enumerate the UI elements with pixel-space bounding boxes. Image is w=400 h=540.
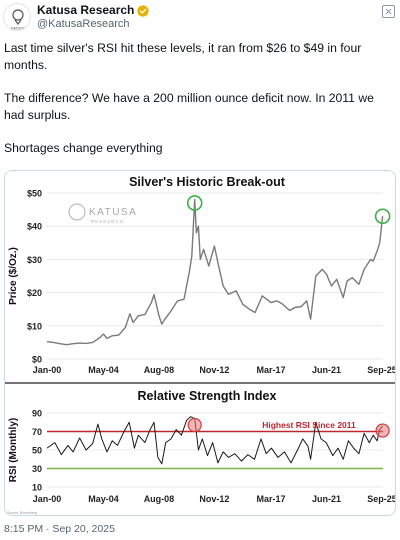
rsi-peak-circle: [375, 423, 390, 438]
svg-text:KATUSA: KATUSA: [11, 27, 26, 31]
rsi-annotation-text: Highest RSI Since 2011: [262, 420, 356, 430]
rsi-chart-title: Relative Strength Index: [138, 389, 277, 403]
price-ytick-label: $0: [32, 355, 42, 365]
rsi-xtick-label: May-04: [88, 494, 119, 504]
post-text: Last time silver's RSI hit these levels,…: [4, 40, 396, 173]
rsi-ytick-label: 10: [32, 483, 42, 493]
price-xtick-label: Aug-08: [144, 365, 175, 375]
close-icon[interactable]: [382, 5, 395, 18]
price-ytick-label: $40: [27, 222, 42, 232]
avatar[interactable]: KATUSA: [3, 3, 31, 31]
post-paragraph-2: The difference? We have a 200 million ou…: [4, 91, 374, 122]
price-peak-circle: [186, 195, 203, 211]
price-xtick-label: Jun-21: [312, 365, 341, 375]
rsi-ytick-label: 30: [32, 464, 42, 474]
price-ytick-label: $10: [27, 321, 42, 331]
price-xtick-label: Jan-00: [33, 365, 62, 375]
post-paragraph-3: Shortages change everything: [4, 141, 163, 155]
price-xtick-label: May-04: [88, 365, 119, 375]
rsi-axis-label: RSI (Monthly): [8, 418, 19, 482]
watermark-logo-icon: [68, 203, 86, 221]
price-ytick-label: $50: [27, 189, 42, 199]
rsi-xtick-label: Jan-00: [33, 494, 62, 504]
price-axis-label: Price ($/Oz.): [8, 247, 19, 305]
chart-svg: Silver's Historic Break-out $0 $10 $20 $30 $4…: [5, 175, 396, 515]
rsi-ytick-label: 90: [32, 409, 42, 419]
rsi-xtick-label: Jun-21: [312, 494, 341, 504]
rsi-ytick-label: 70: [32, 427, 42, 437]
rsi-ytick-label: 50: [32, 446, 42, 456]
price-chart-title: Silver's Historic Break-out: [129, 175, 286, 189]
katusa-logo-icon: KATUSA: [11, 9, 26, 31]
source-text: Source: Bloomberg: [7, 511, 37, 515]
chart-image-card[interactable]: Silver's Historic Break-out $0 $10 $20 $30 $4…: [4, 170, 396, 516]
display-name[interactable]: Katusa Research: [37, 3, 135, 17]
price-xtick-label: Sep-25: [367, 365, 396, 375]
rsi-xtick-label: Sep-25: [367, 494, 396, 504]
price-peak-circle: [374, 208, 391, 225]
user-handle[interactable]: @KatusaResearch: [37, 18, 130, 30]
rsi-peak-circle: [187, 417, 202, 433]
post-timestamp[interactable]: 8:15 PM · Sep 20, 2025: [4, 523, 115, 535]
price-ytick-label: $20: [27, 288, 42, 298]
rsi-series-line: [46, 416, 383, 465]
rsi-xtick-label: Aug-08: [144, 494, 175, 504]
watermark-subtext: RESEARCH: [91, 219, 124, 224]
rsi-xtick-label: Nov-12: [199, 494, 229, 504]
post-header: KATUSA Katusa Research @KatusaResearch: [0, 0, 400, 34]
watermark-text: KATUSA: [89, 207, 137, 218]
price-xtick-label: Mar-17: [257, 365, 286, 375]
post-paragraph-1: Last time silver's RSI hit these levels,…: [4, 41, 362, 72]
price-series-line: [46, 198, 384, 346]
price-xtick-label: Nov-12: [199, 365, 229, 375]
name-row: Katusa Research: [37, 3, 149, 17]
verified-badge-icon: [137, 4, 149, 17]
price-ytick-label: $30: [27, 255, 42, 265]
rsi-xtick-label: Mar-17: [257, 494, 286, 504]
